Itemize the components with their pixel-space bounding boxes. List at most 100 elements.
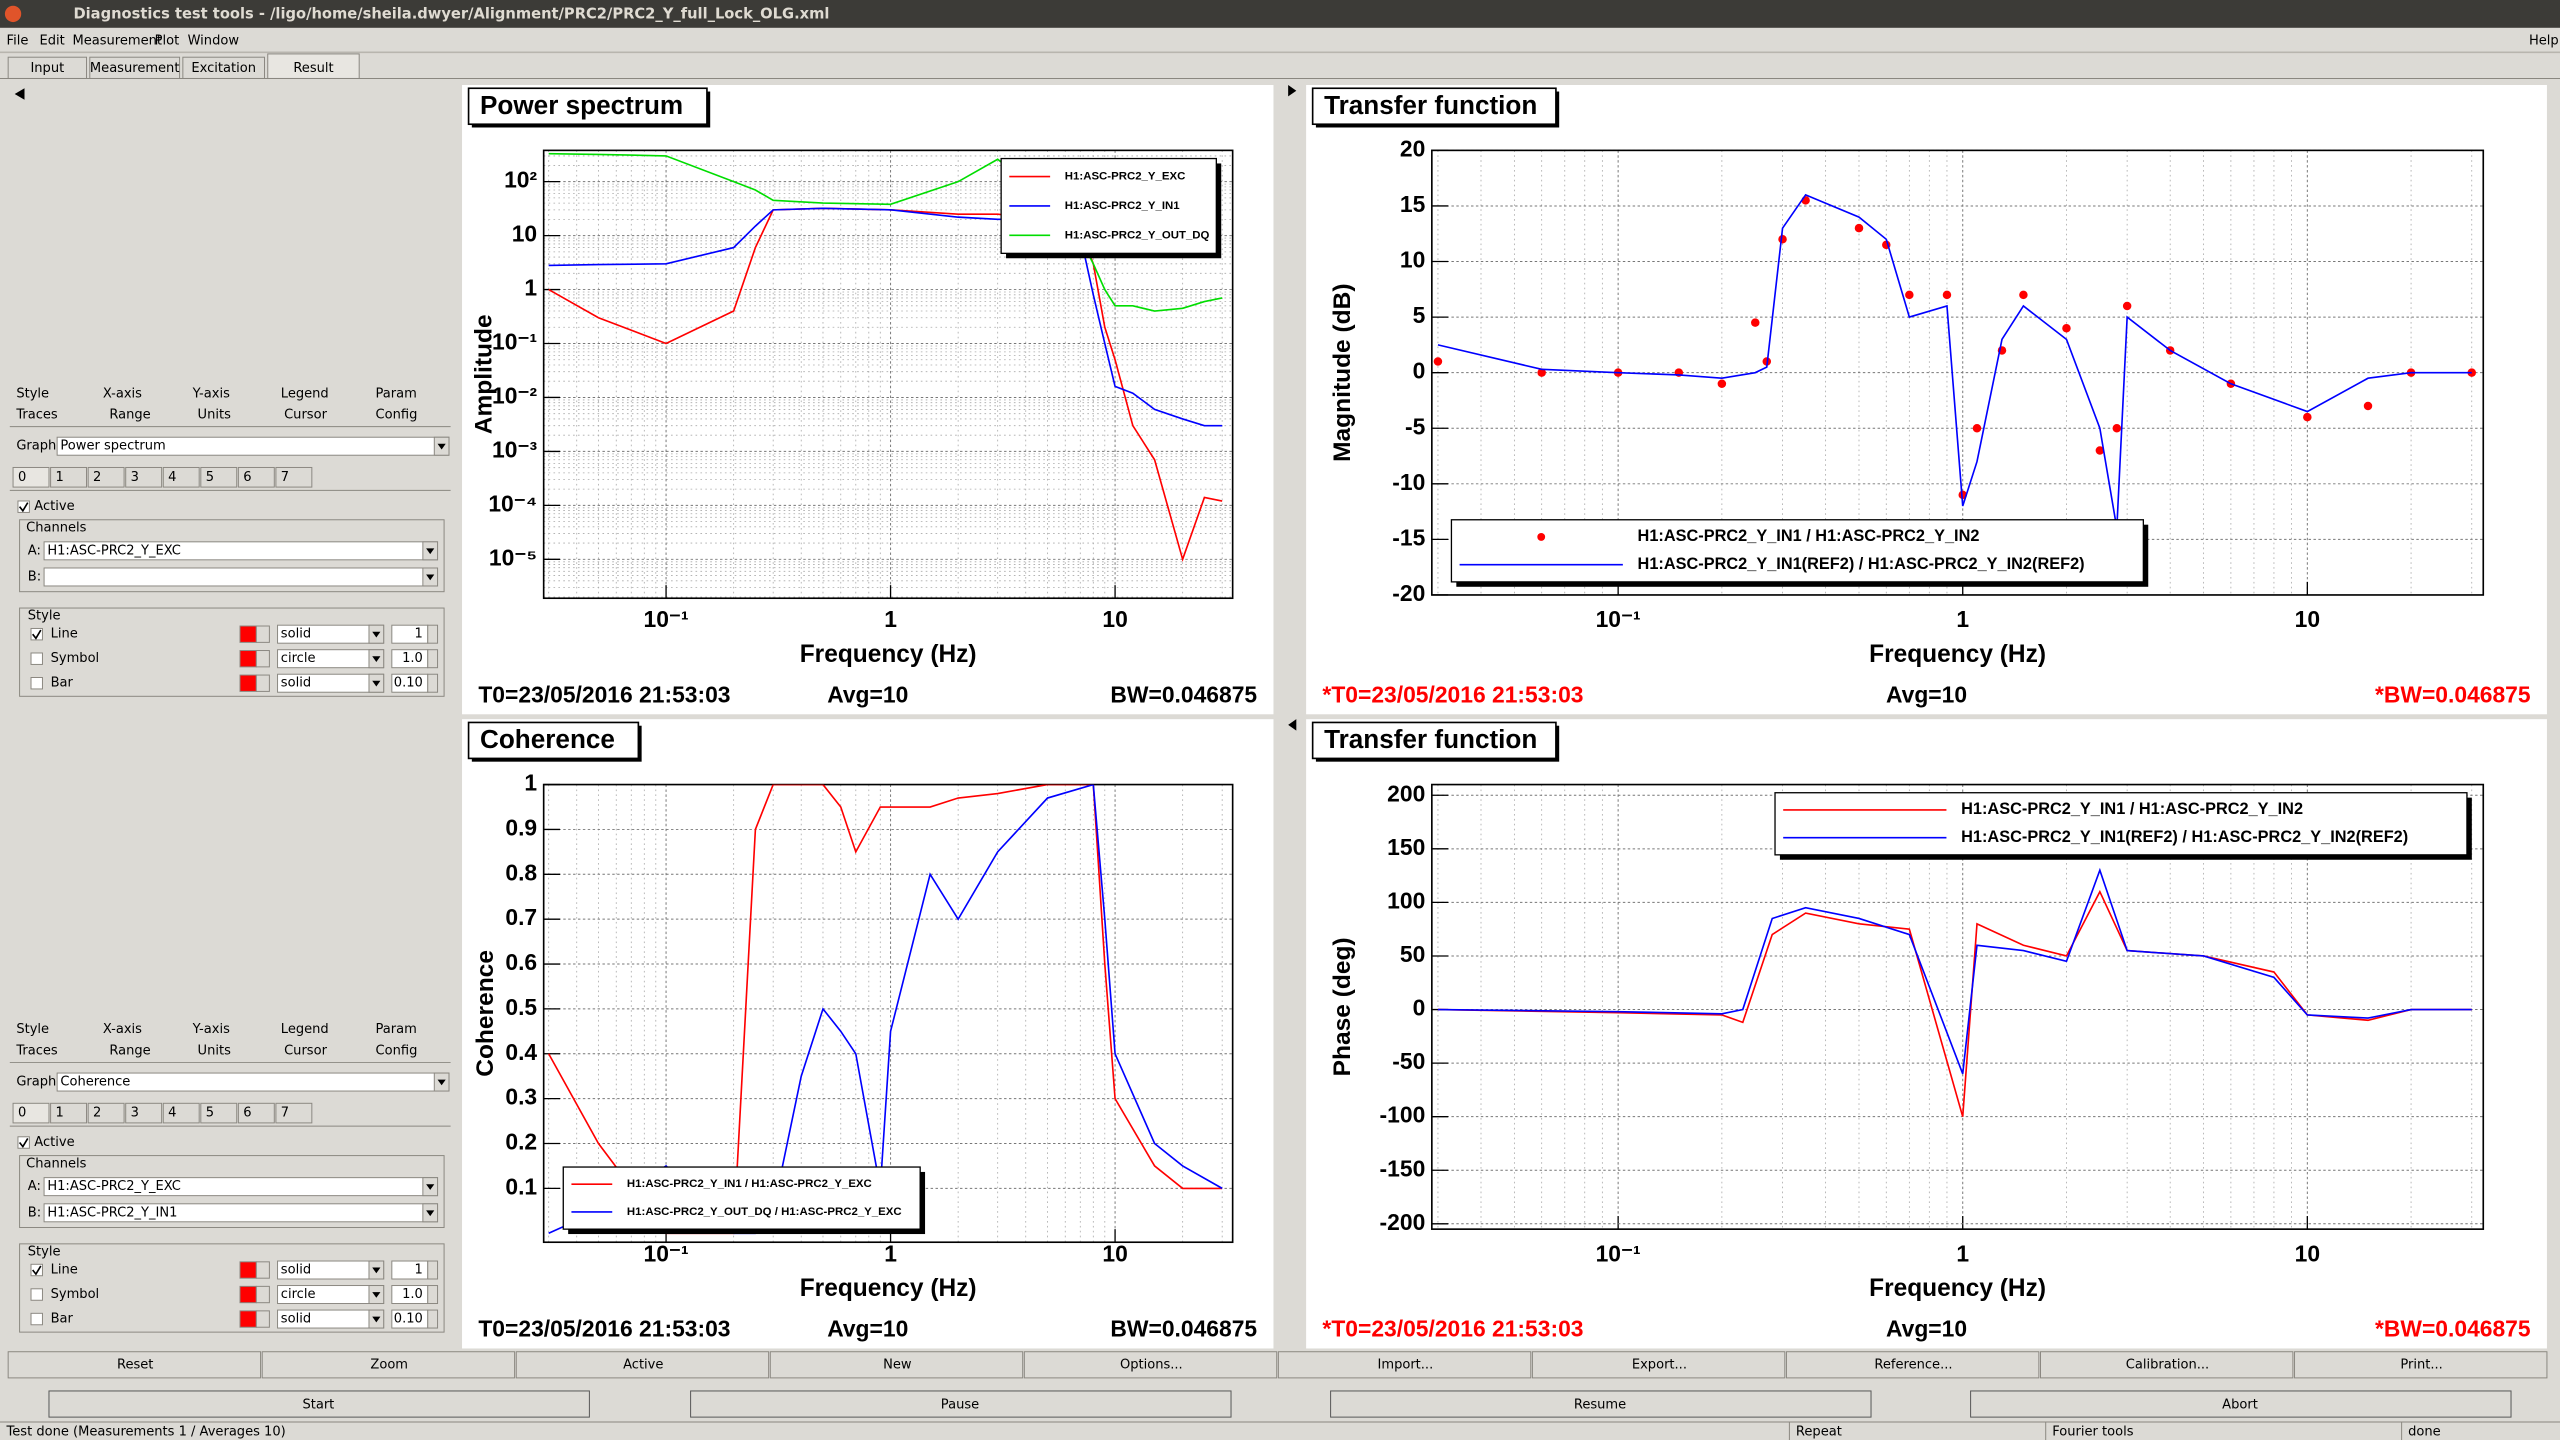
option-tab[interactable]: Style <box>16 386 49 401</box>
option-tab[interactable]: Range <box>109 1043 150 1058</box>
color-swatch[interactable] <box>239 1285 257 1304</box>
button-label[interactable]: Reference... <box>1874 1357 1952 1372</box>
checkbox[interactable] <box>17 500 30 513</box>
trace-tab[interactable] <box>200 1102 238 1124</box>
button[interactable] <box>515 1351 770 1379</box>
run-button-label[interactable]: Pause <box>941 1397 979 1412</box>
collapse-arrow[interactable] <box>14 88 25 100</box>
menu-item[interactable]: Measurement <box>72 33 162 48</box>
option-tab[interactable]: Cursor <box>284 408 327 423</box>
trace-tab[interactable] <box>237 466 275 488</box>
trace-tab-label[interactable]: 4 <box>168 1106 176 1121</box>
option-tab[interactable]: Config <box>376 1043 418 1058</box>
trace-tab-label[interactable]: 2 <box>93 1106 101 1121</box>
button[interactable] <box>2294 1351 2548 1379</box>
trace-tab-label[interactable]: 1 <box>56 1106 64 1121</box>
close-button[interactable] <box>4 5 22 23</box>
option-tab[interactable]: X-axis <box>103 1022 142 1037</box>
button-label[interactable]: Export... <box>1632 1357 1687 1372</box>
run-button-label[interactable]: Start <box>302 1397 334 1412</box>
color-arrow[interactable] <box>255 1261 270 1279</box>
trace-tab[interactable] <box>237 1102 275 1124</box>
button-label[interactable]: New <box>883 1357 912 1372</box>
trace-tab-label[interactable]: 0 <box>18 1106 26 1121</box>
color-swatch[interactable] <box>239 674 257 692</box>
option-tab[interactable]: Param <box>376 1022 417 1037</box>
option-tab[interactable]: Units <box>198 408 232 423</box>
menu-item[interactable]: Window <box>188 33 240 48</box>
tab-label[interactable]: Excitation <box>191 61 256 76</box>
trace-tab-label[interactable]: 4 <box>168 470 176 485</box>
color-swatch[interactable] <box>239 625 257 643</box>
option-tab[interactable]: Param <box>376 386 417 401</box>
button-label[interactable]: Options... <box>1120 1357 1183 1372</box>
button[interactable] <box>2040 1351 2294 1379</box>
trace-tab-label[interactable]: 7 <box>281 1106 289 1121</box>
help-menu[interactable]: Help <box>2529 33 2559 48</box>
checkbox[interactable] <box>30 1263 43 1277</box>
color-arrow[interactable] <box>255 1310 270 1328</box>
checkbox[interactable] <box>30 652 43 665</box>
combo-box[interactable] <box>43 567 439 587</box>
option-tab[interactable]: Traces <box>15 1043 58 1058</box>
trace-tab[interactable] <box>275 1102 313 1124</box>
trace-tab[interactable] <box>12 466 50 488</box>
color-arrow[interactable] <box>255 1285 270 1304</box>
button[interactable] <box>261 1351 516 1379</box>
trace-tab[interactable] <box>125 1102 163 1124</box>
expand-arrow[interactable] <box>1288 84 1297 97</box>
spin-arrows[interactable] <box>427 1309 439 1329</box>
trace-tab-label[interactable]: 6 <box>243 470 251 485</box>
button[interactable] <box>1023 1351 1278 1379</box>
color-arrow[interactable] <box>255 625 270 643</box>
checkbox[interactable] <box>30 1288 43 1301</box>
trace-tab-label[interactable]: 2 <box>93 470 101 485</box>
trace-tab-label[interactable]: 5 <box>206 470 214 485</box>
trace-tab[interactable] <box>162 466 200 488</box>
trace-tab[interactable] <box>275 466 313 488</box>
button[interactable] <box>7 1351 262 1379</box>
trace-tab[interactable] <box>87 466 125 488</box>
trace-tab[interactable] <box>125 466 163 488</box>
run-button[interactable] <box>1330 1390 1872 1418</box>
run-button-label[interactable]: Resume <box>1574 1397 1626 1412</box>
button-label[interactable]: Print... <box>2400 1357 2442 1372</box>
button-label[interactable]: Calibration... <box>2126 1357 2209 1372</box>
tab-label[interactable]: Measurement <box>90 61 180 76</box>
trace-tab-label[interactable]: 3 <box>131 1106 139 1121</box>
tab-label[interactable]: Result <box>293 61 333 76</box>
run-button[interactable] <box>48 1390 590 1418</box>
color-swatch[interactable] <box>239 650 257 668</box>
trace-tab-label[interactable]: 6 <box>243 1106 251 1121</box>
button-label[interactable]: Zoom <box>370 1357 408 1372</box>
button[interactable] <box>769 1351 1024 1379</box>
color-arrow[interactable] <box>255 650 270 668</box>
trace-tab[interactable] <box>50 466 88 488</box>
menu-item[interactable]: File <box>7 33 29 48</box>
trace-tab[interactable] <box>12 1102 50 1124</box>
option-tab[interactable]: Legend <box>281 386 329 401</box>
button[interactable] <box>1531 1351 1786 1379</box>
trace-tab[interactable] <box>200 466 238 488</box>
trace-tab[interactable] <box>87 1102 125 1124</box>
checkbox[interactable] <box>17 1136 30 1149</box>
trace-tab-label[interactable]: 0 <box>18 470 26 485</box>
trace-tab-label[interactable]: 5 <box>206 1106 214 1121</box>
option-tab[interactable]: Cursor <box>284 1043 327 1058</box>
option-tab[interactable]: Legend <box>281 1022 329 1037</box>
color-arrow[interactable] <box>255 674 270 692</box>
tab-label[interactable]: Input <box>30 61 64 76</box>
trace-tab-label[interactable]: 3 <box>131 470 139 485</box>
option-tab[interactable]: Units <box>198 1043 232 1058</box>
button-label[interactable]: Import... <box>1378 1357 1434 1372</box>
menu-item[interactable]: Edit <box>40 33 65 48</box>
trace-tab-label[interactable]: 1 <box>56 470 64 485</box>
checkbox[interactable] <box>30 677 43 690</box>
trace-tab[interactable] <box>162 1102 200 1124</box>
run-button-label[interactable]: Abort <box>2222 1397 2258 1412</box>
color-swatch[interactable] <box>239 1261 257 1279</box>
button-label[interactable]: Reset <box>117 1357 153 1372</box>
run-button[interactable] <box>1970 1390 2512 1418</box>
spin-arrows[interactable] <box>427 649 439 669</box>
option-tab[interactable]: X-axis <box>103 386 142 401</box>
